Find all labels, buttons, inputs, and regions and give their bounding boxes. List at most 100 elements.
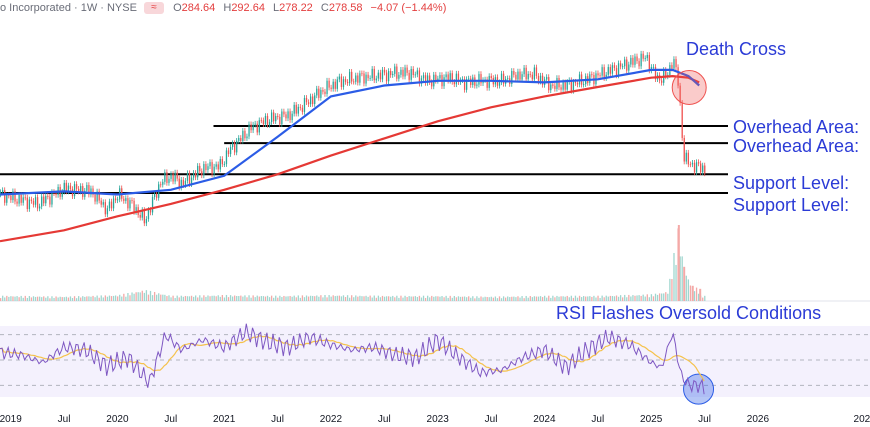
volume-bar	[106, 296, 109, 301]
candle-body	[379, 72, 382, 80]
symbol-label: o Incorporated · 1W · NYSE	[0, 2, 137, 15]
volume-bar	[669, 278, 671, 301]
x-tick-label: Jul	[485, 414, 498, 425]
candle-body	[576, 83, 579, 85]
candle-body	[275, 115, 277, 122]
candle-body	[367, 74, 369, 79]
candle-body	[665, 69, 667, 77]
candle-body	[365, 74, 367, 84]
x-axis: 2019 Jul 2020 Jul 2021 Jul 2022 Jul 2023 Jul 2024 J…	[0, 414, 870, 425]
volume-bar	[353, 297, 355, 301]
level-lines	[0, 124, 728, 194]
volume-bar	[22, 297, 24, 301]
candle-body	[410, 68, 412, 80]
volume-bar	[330, 296, 332, 301]
candle-body	[117, 199, 119, 201]
volume-bar	[156, 294, 158, 301]
candle-body	[192, 172, 195, 178]
candle-body	[92, 188, 94, 195]
candle-body	[531, 74, 533, 80]
candle-body	[363, 73, 365, 84]
volume-bar	[92, 295, 94, 301]
volume-bar	[318, 296, 320, 301]
volume-bar	[305, 295, 308, 301]
volume-bar	[342, 295, 345, 301]
support-level-annotation-1: Support Level:	[733, 173, 850, 193]
volume-bar	[229, 295, 232, 301]
volume-bar	[523, 298, 525, 301]
volume-bar	[550, 297, 552, 301]
volume-bar	[47, 296, 49, 301]
volume-bar	[340, 296, 343, 301]
candle-body	[523, 67, 525, 75]
volume-bar	[457, 296, 460, 301]
candle-body	[266, 115, 269, 125]
candle-body	[521, 74, 523, 80]
volume-bar	[285, 296, 287, 301]
volume-bar	[24, 295, 26, 301]
candle-body	[601, 67, 603, 76]
volume-bar	[281, 297, 283, 301]
candle-body	[39, 206, 41, 209]
candle-body	[190, 177, 193, 185]
candle-body	[162, 181, 164, 185]
candle-body	[527, 73, 529, 80]
volume-bar	[223, 297, 226, 301]
candle-body	[41, 196, 43, 207]
candle-body	[227, 150, 230, 155]
volume-bar	[365, 295, 367, 301]
alert-tag[interactable]: ≈	[144, 2, 165, 15]
x-tick-label: 2024	[533, 414, 556, 425]
volume-bar	[279, 295, 281, 301]
candle-body	[36, 197, 39, 209]
candle-body	[270, 112, 273, 123]
close-value: 278.58	[328, 2, 363, 15]
candle-body	[589, 74, 591, 83]
candle-body	[264, 115, 267, 125]
volume-bar	[34, 296, 37, 301]
volume-bar	[346, 295, 349, 301]
volume-bar	[511, 296, 513, 301]
candle-body	[211, 162, 213, 175]
candle-body	[293, 104, 295, 114]
candle-body	[63, 182, 65, 192]
candle-body	[687, 152, 690, 165]
volume-bar	[681, 256, 683, 301]
volume-bar	[702, 297, 704, 301]
volume-bar	[373, 295, 375, 301]
volume-bar	[36, 296, 39, 301]
volume-bar	[82, 296, 84, 301]
volume-bar	[96, 295, 98, 301]
candle-body	[236, 140, 238, 153]
candle-body	[24, 197, 26, 199]
volume-bar	[465, 297, 468, 301]
candle-body	[114, 198, 117, 201]
candle-body	[314, 95, 316, 104]
volume-bar	[661, 293, 663, 301]
candle-body	[242, 130, 244, 141]
volume-bar	[568, 297, 570, 301]
candle-body	[197, 165, 199, 178]
candle-body	[338, 76, 341, 80]
volume-bar	[617, 296, 620, 301]
volume-spike	[683, 266, 686, 301]
volume-bar	[558, 296, 560, 301]
candle-body	[560, 87, 562, 90]
candle-body	[609, 67, 611, 74]
candle-body	[217, 164, 219, 170]
candle-body	[14, 191, 16, 202]
volume-bar	[205, 296, 207, 301]
volume-bar	[468, 296, 470, 301]
candle-body	[188, 173, 191, 185]
candle-body	[541, 75, 544, 85]
candle-body	[164, 172, 166, 182]
slow-ma-line	[0, 74, 700, 243]
candle-body	[357, 75, 359, 83]
candle-body	[262, 120, 265, 125]
volume-bar	[197, 297, 199, 301]
candle-body	[22, 197, 24, 203]
volume-bar	[293, 295, 295, 301]
volume-bar	[164, 294, 166, 301]
candle-body	[342, 79, 345, 87]
